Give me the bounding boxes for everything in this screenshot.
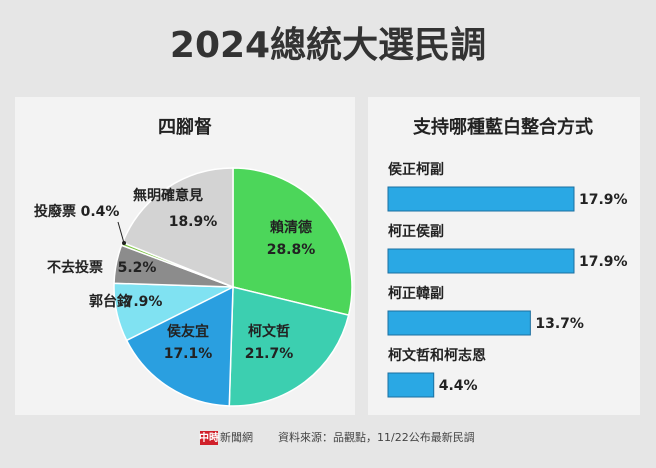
slice-label: 賴清德 [270, 219, 312, 236]
slice-label: 郭台銘 [89, 293, 131, 310]
slice-label: 不去投票 [47, 259, 103, 276]
slice-value: 21.7% [245, 346, 294, 362]
source: 資料來源：品觀點，11/22公布最新民調 [278, 430, 475, 444]
leader-line [117, 221, 125, 244]
bar-label: 柯正韓副 [388, 285, 444, 302]
pie-slice [228, 286, 350, 407]
bar [387, 310, 531, 336]
slice-label: 侯友宜 [167, 323, 209, 340]
bar [387, 186, 575, 212]
slice-label: 投廢票 [34, 203, 76, 220]
slice-value: 17.1% [164, 346, 213, 362]
leader-dot [122, 241, 126, 245]
bar-value: 17.9% [579, 192, 628, 208]
bar-title: 支持哪種藍白整合方式 [412, 116, 593, 138]
slice-value: 5.2% [118, 260, 157, 276]
pie-slice [121, 167, 234, 289]
slice-label: 無明確意見 [133, 187, 203, 204]
bar [387, 248, 575, 274]
slice-value: 18.9% [169, 214, 218, 230]
slice-label: 柯文哲 [248, 323, 290, 340]
slice-value: 0.4% [81, 204, 120, 220]
logo-text: 新聞網 [220, 430, 253, 444]
page-title: 2024總統大選民調 [170, 25, 486, 66]
bar-value: 4.4% [439, 378, 478, 394]
bar-value: 17.9% [579, 254, 628, 270]
bar-value: 13.7% [535, 316, 584, 332]
bar [387, 372, 435, 398]
pie-title: 四腳督 [158, 116, 212, 138]
logo-box [200, 431, 218, 445]
pie-slice [232, 167, 353, 317]
slice-value: 7.9% [124, 294, 163, 310]
slice-value: 28.8% [267, 242, 316, 258]
bar-label: 柯文哲和柯志恩 [388, 347, 486, 364]
bar-label: 侯正柯副 [388, 161, 444, 178]
logo: 中時 [199, 431, 219, 444]
bar-label: 柯正侯副 [388, 223, 444, 240]
pie-slice [125, 285, 234, 407]
